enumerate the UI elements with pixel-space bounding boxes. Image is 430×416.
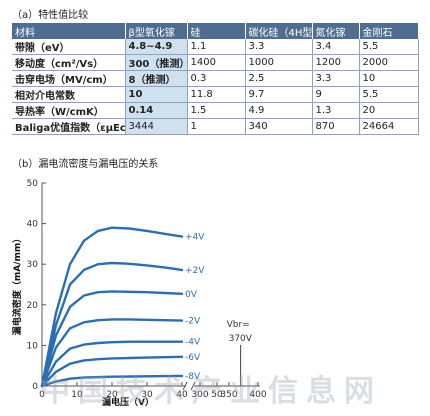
x-tick-label: 300 (191, 390, 208, 400)
table-cell: 340 (245, 118, 313, 135)
table-cell: 1.3 (312, 102, 360, 119)
header-diamond: 金刚石 (359, 23, 419, 39)
table-cell: 1.5 (187, 102, 246, 119)
y-tick-label: 30 (27, 260, 39, 270)
table-cell: 9.7 (245, 86, 313, 103)
series-line (40, 374, 184, 388)
x-tick-label: 30 (141, 390, 153, 400)
section-b-title: （b）漏电流密度与漏电压的关系 (12, 159, 159, 170)
table-cell: 3.3 (245, 39, 313, 55)
table-cell: 20 (359, 102, 419, 119)
table-cell: 3.4 (312, 39, 360, 55)
table-row: 导热率（W/cmK） 0.14 1.5 4.9 1.3 20 (12, 102, 419, 119)
table-cell: 300（推测） (125, 54, 188, 71)
series-line (40, 340, 184, 388)
y-tick-label: 20 (27, 301, 39, 311)
row-label: 带隙（eV） (12, 39, 126, 55)
vbr-value: 370V (229, 334, 253, 344)
vbr-label: Vbr= (227, 320, 250, 330)
x-tick-label: 50 (211, 390, 223, 400)
series-label: 0V (185, 290, 198, 300)
x-tick-label: 350 (220, 390, 237, 400)
axis-break-mark (182, 381, 196, 391)
table-cell: 1 (187, 118, 246, 135)
table-cell: 8（推测） (125, 70, 188, 87)
header-material: 材料 (12, 23, 126, 39)
row-label: Baliga优值指数（εμEc³） (12, 118, 126, 135)
table-cell: 1200 (312, 54, 360, 71)
properties-table: 材料 β型氧化镓 硅 碳化硅（4H型） 氮化镓 金刚石 带隙（eV） 4.8~4… (12, 23, 419, 135)
x-tick-label: 0 (39, 390, 45, 400)
section-a-title: （a）特性值比较 (12, 10, 89, 21)
table-row: 带隙（eV） 4.8~4.9 1.1 3.3 3.4 5.5 (12, 39, 419, 55)
series-label: +2V (185, 266, 205, 276)
header-ga2o3: β型氧化镓 (125, 23, 188, 39)
series-line (40, 261, 184, 388)
row-label: 击穿电场（MV/cm） (12, 70, 126, 87)
x-axis-title: 漏电压（V） (102, 396, 154, 408)
table-cell: 5.5 (359, 39, 419, 55)
header-sic: 碳化硅（4H型） (245, 23, 313, 39)
series-label: -2V (185, 317, 201, 327)
table-cell: 870 (312, 118, 360, 135)
row-label: 相对介电常数 (12, 86, 126, 103)
table-cell: 2000 (359, 54, 419, 71)
table-cell: 4.9 (245, 102, 313, 119)
table-cell: 4.8~4.9 (125, 39, 188, 55)
y-tick-label: 0 (32, 382, 38, 392)
series-line (40, 290, 184, 388)
table-cell: 11.8 (187, 86, 246, 103)
table-cell: 0.14 (125, 102, 188, 119)
y-tick-label: 10 (27, 341, 39, 351)
table-cell: 2.5 (245, 70, 313, 87)
table-cell: 10 (359, 70, 419, 87)
series-line (40, 318, 184, 388)
table-cell: 1.1 (187, 39, 246, 55)
table-cell: 9 (312, 86, 360, 103)
x-tick-label: 10 (71, 390, 83, 400)
series-line (40, 355, 184, 388)
series-label: +4V (185, 233, 205, 243)
x-tick-label: 20 (106, 390, 118, 400)
header-gan: 氮化镓 (312, 23, 360, 39)
y-tick-label: 40 (27, 220, 39, 230)
table-row: 击穿电场（MV/cm） 8（推测） 0.3 2.5 3.3 10 (12, 70, 419, 87)
table-cell: 0.3 (187, 70, 246, 87)
x-tick-label: 400 (249, 390, 266, 400)
table-header-row: 材料 β型氧化镓 硅 碳化硅（4H型） 氮化镓 金刚石 (12, 23, 419, 39)
row-label: 移动度（cm²/Vs） (12, 54, 126, 71)
table-cell: 1400 (187, 54, 246, 71)
table-cell: 24664 (359, 118, 419, 135)
series-label: -6V (185, 353, 201, 363)
table-cell: 5.5 (359, 86, 419, 103)
table-cell: 3444 (125, 118, 188, 135)
series-label: -4V (185, 338, 201, 348)
table-row: 移动度（cm²/Vs） 300（推测） 1400 1000 1200 2000 (12, 54, 419, 71)
y-axis-title: 漏电流密度（mA/mm） (11, 234, 23, 335)
header-si: 硅 (187, 23, 246, 39)
row-label: 导热率（W/cmK） (12, 102, 126, 119)
table-cell: 10 (125, 86, 188, 103)
series-label: -8V (185, 372, 201, 382)
series-line (40, 226, 184, 388)
table-row: 相对介电常数 10 11.8 9.7 9 5.5 (12, 86, 419, 103)
watermark: 中国技术产业信息网 (40, 374, 382, 409)
table-cell: 3.3 (312, 70, 360, 87)
y-tick-label: 50 (27, 179, 39, 189)
table-cell: 1000 (245, 54, 313, 71)
x-tick-label: 40 (176, 390, 188, 400)
table-row: Baliga优值指数（εμEc³） 3444 1 340 870 24664 (12, 118, 419, 135)
